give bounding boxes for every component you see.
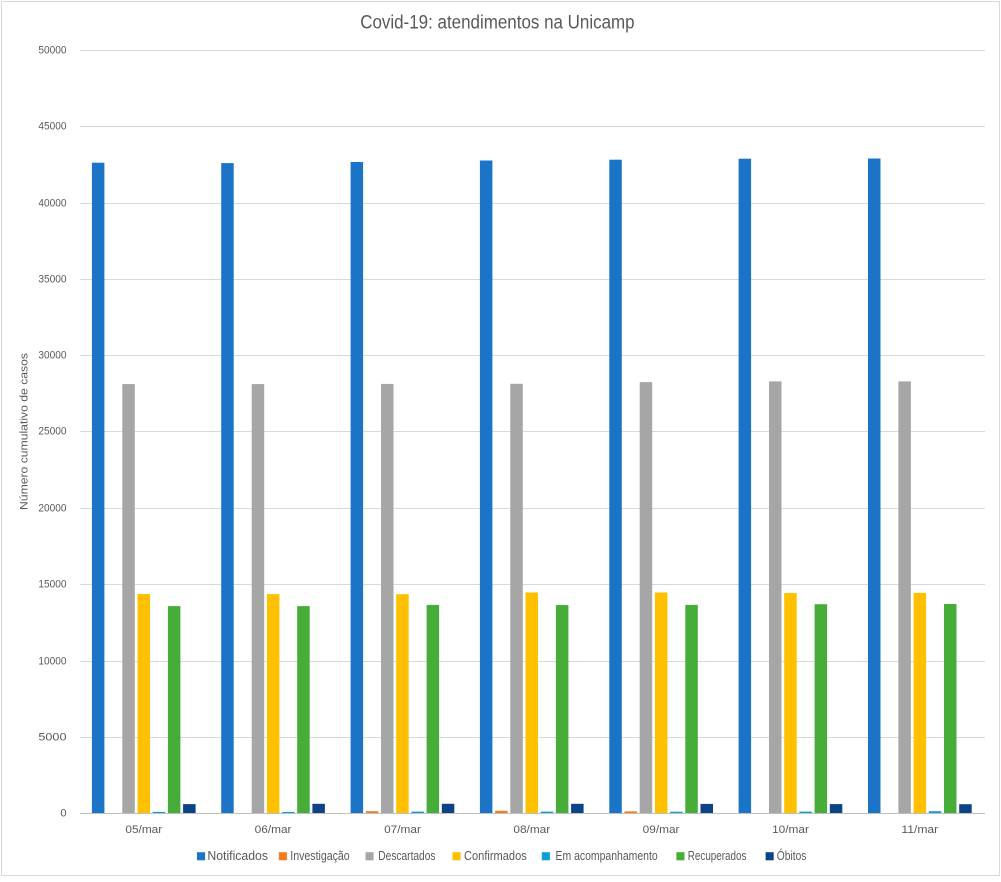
svg-text:06/mar: 06/mar <box>255 824 292 836</box>
svg-text:Covid-19: atendimentos na Unic: Covid-19: atendimentos na Unicamp <box>360 12 634 34</box>
svg-text:09/mar: 09/mar <box>643 824 680 836</box>
svg-text:50000: 50000 <box>38 45 66 57</box>
svg-text:Óbitos: Óbitos <box>777 848 807 863</box>
svg-text:10000: 10000 <box>38 656 66 668</box>
svg-text:Recuperados: Recuperados <box>688 849 747 863</box>
svg-text:Notificados: Notificados <box>207 849 268 863</box>
svg-text:05/mar: 05/mar <box>125 824 162 836</box>
svg-text:Investigação: Investigação <box>290 849 349 863</box>
svg-text:35000: 35000 <box>38 274 66 286</box>
svg-text:11/mar: 11/mar <box>901 824 938 836</box>
svg-text:Descartados: Descartados <box>378 849 435 863</box>
svg-text:45000: 45000 <box>38 121 66 133</box>
svg-text:Confirmados: Confirmados <box>464 849 527 863</box>
svg-text:30000: 30000 <box>38 350 66 362</box>
svg-text:15000: 15000 <box>38 579 66 591</box>
svg-text:5000: 5000 <box>38 732 66 744</box>
svg-text:40000: 40000 <box>38 198 66 210</box>
svg-text:08/mar: 08/mar <box>513 824 550 836</box>
svg-text:0: 0 <box>60 808 66 820</box>
svg-text:Em acompanhamento: Em acompanhamento <box>556 849 658 863</box>
svg-text:07/mar: 07/mar <box>384 824 421 836</box>
svg-text:25000: 25000 <box>38 426 66 438</box>
svg-text:20000: 20000 <box>38 503 66 515</box>
svg-text:10/mar: 10/mar <box>772 824 809 836</box>
svg-text:Número cumulativo de casos: Número cumulativo de casos <box>19 353 31 510</box>
